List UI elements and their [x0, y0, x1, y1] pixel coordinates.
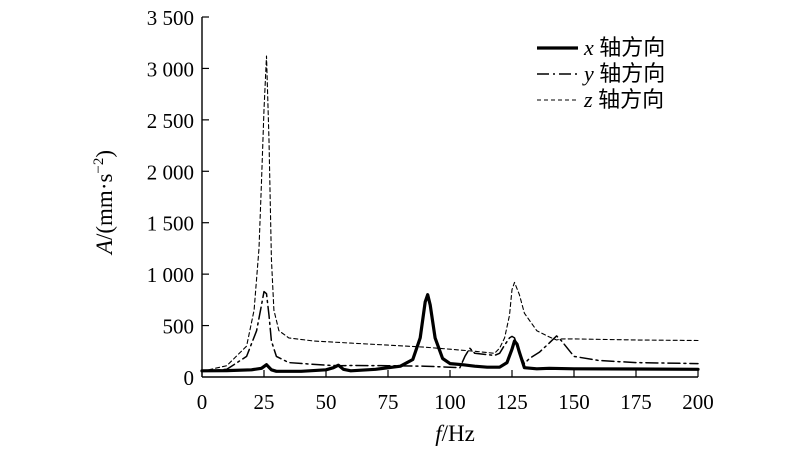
series-layer [200, 55, 700, 373]
x-axis-label: f/Hz [435, 421, 475, 446]
legend-label-var: z [583, 87, 593, 112]
x-tick-label: 175 [620, 390, 652, 414]
x-tick-label: 50 [316, 390, 337, 414]
legend-label-z: z 轴方向 [583, 87, 664, 112]
y-axis-label: A/(mm·s−2) [91, 150, 117, 256]
y-axis-label-sup: −2 [91, 158, 107, 174]
legend-label-x: x 轴方向 [583, 35, 665, 60]
x-tick-label: 200 [682, 390, 714, 414]
x-tick-label: 75 [378, 390, 399, 414]
y-tick-label: 1 000 [147, 263, 194, 287]
y-tick-label: 3 000 [147, 57, 194, 81]
axes: 0 25 50 75 100 125 150 175 200 500 1 000 1 500 2 000… [91, 6, 714, 446]
y-axis-label-close: ) [92, 150, 117, 158]
legend-label-text: 轴方向 [594, 61, 666, 86]
x-tick-label: 125 [496, 390, 528, 414]
x-axis-label-var: f [435, 421, 445, 446]
y-axis-label-var: A [92, 239, 117, 256]
series-line-x [200, 293, 700, 373]
x-tick-label: 150 [558, 390, 590, 414]
y-tick-label-zero: 0 [184, 366, 195, 390]
y-tick-label: 2 500 [147, 109, 194, 133]
y-tick-label: 3 500 [147, 6, 194, 30]
series-line-z [201, 55, 699, 372]
legend-label-var: y [582, 61, 594, 86]
x-axis-label-unit: /Hz [442, 421, 475, 446]
y-tick-label: 2 000 [147, 160, 194, 184]
y-tick-label: 1 500 [147, 212, 194, 236]
x-tick-label: 25 [254, 390, 275, 414]
y-axis-label-unit: /(mm·s [92, 174, 117, 240]
legend-label-var: x [583, 35, 594, 60]
series-line-y [201, 290, 699, 373]
legend-label-y: y 轴方向 [582, 61, 665, 86]
y-tick-label: 500 [163, 315, 195, 339]
x-tick-label: 0 [197, 390, 208, 414]
legend-label-text: 轴方向 [593, 87, 665, 112]
legend-label-text: 轴方向 [594, 35, 666, 60]
x-tick-label: 100 [434, 390, 466, 414]
